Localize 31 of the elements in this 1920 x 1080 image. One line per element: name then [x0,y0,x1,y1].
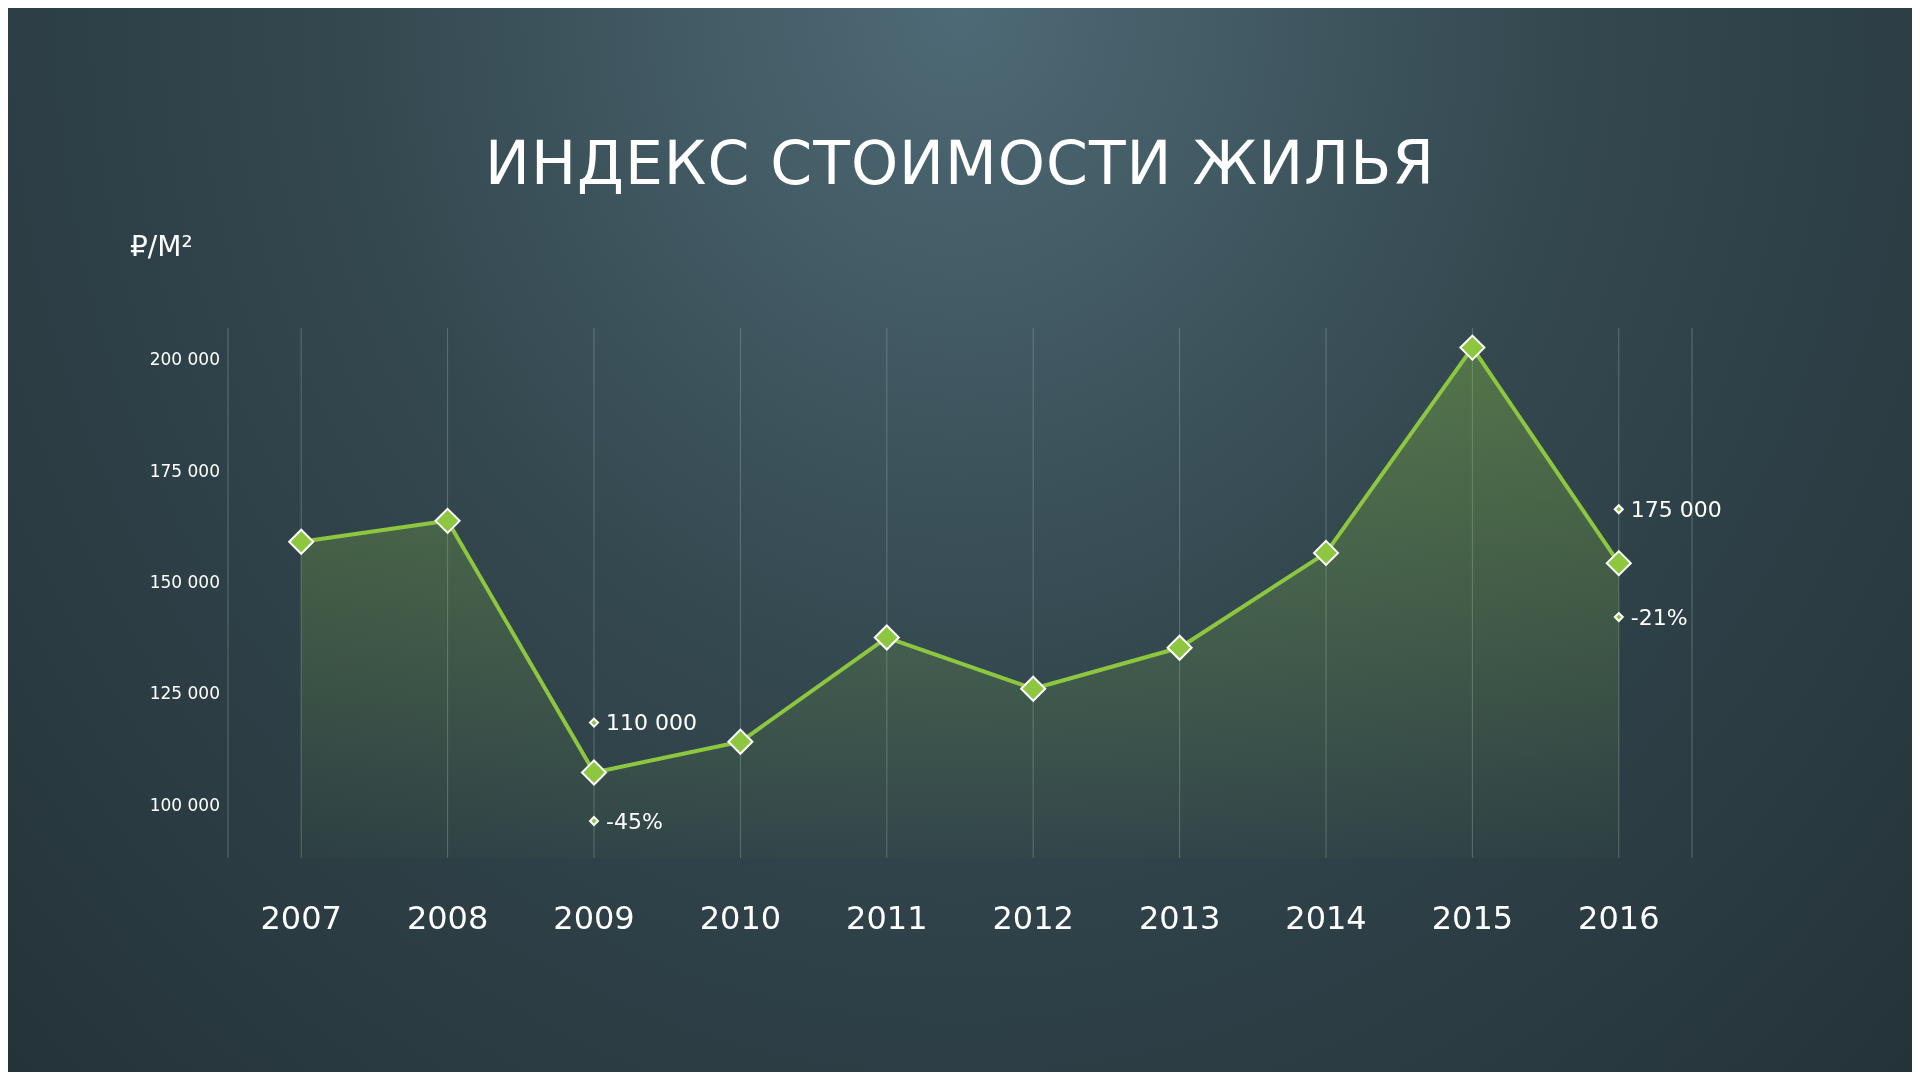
point [288,528,315,555]
point [434,507,461,534]
y-tick-label: 200 000 [149,349,220,370]
x-tick-label: 2012 [992,898,1074,937]
chart-title: ИНДЕКС СТОИМОСТИ ЖИЛЬЯ [485,128,1435,198]
point [1020,675,1047,702]
x-tick-label: 2013 [1138,898,1221,937]
x-tick-label: 2011 [846,898,928,937]
annotation: 175 000 [1630,496,1722,522]
x-tick-label: 2014 [1285,898,1367,937]
y-tick-label: 125 000 [149,683,220,704]
point [1605,550,1632,577]
point [1166,634,1193,661]
x-tick-label: 2009 [553,898,635,937]
point [727,728,754,755]
annotation: 110 000 [606,710,697,736]
x-tick-label: 2016 [1578,898,1660,937]
annotation: -45% [606,808,663,834]
annotation: -21% [1630,604,1688,630]
y-tick-label: 150 000 [149,571,220,592]
x-tick-label: 2008 [406,898,489,937]
y-tick-label: 100 000 [149,794,220,815]
y-tick-label: 175 000 [149,460,220,481]
x-tick-label: 2010 [699,898,782,937]
point [1313,539,1339,566]
point [581,759,607,786]
point [1459,334,1486,361]
x-tick-label: 2015 [1431,898,1514,937]
point [873,624,900,651]
y-axis-title: ₽/М² [130,230,193,263]
x-tick-label: 2007 [260,898,342,937]
